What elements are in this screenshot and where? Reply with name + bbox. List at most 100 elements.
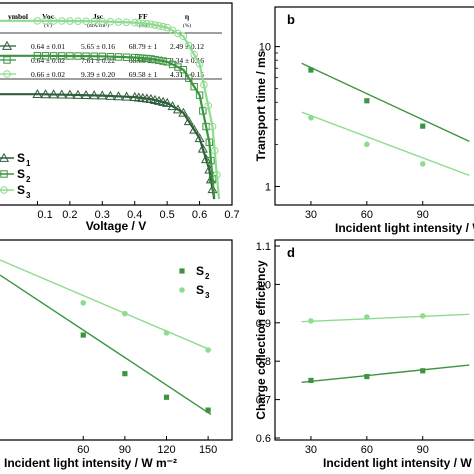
x-axis-label: Incident light intensity / W m⁻² xyxy=(323,456,474,470)
data-point-s1 xyxy=(183,116,194,126)
data-point-s3 xyxy=(57,17,66,25)
data-point-s2 xyxy=(143,54,151,63)
x-tick-label: 0.3 xyxy=(95,209,110,221)
table-row-marker-sample xyxy=(1,40,13,50)
data-point-s2 xyxy=(58,52,66,60)
legend-label-sub: 1 xyxy=(26,159,31,168)
data-point-s1 xyxy=(89,90,100,100)
data-point-s2 xyxy=(147,55,155,63)
data-point-s2 xyxy=(131,53,139,62)
data-point-s2 xyxy=(98,52,106,61)
data-point-s3 xyxy=(308,114,314,121)
panel-d: d 1.1 1.0 0.9 0.8 0.7 0.6 30 60 90 Charge collecti… xyxy=(254,239,474,470)
data-point-s1 xyxy=(40,89,51,99)
data-point-s1 xyxy=(48,89,59,99)
legend-label: S xyxy=(196,264,204,278)
x-tick-label: 60 xyxy=(361,209,373,221)
data-point-s2 xyxy=(199,107,207,115)
data-point-s3 xyxy=(66,17,74,25)
data-point-s2 xyxy=(190,82,198,91)
y-tick-label: 0.6 xyxy=(256,433,271,445)
x-axis-label: Voltage / V xyxy=(86,219,146,233)
legend-label: S xyxy=(17,167,25,181)
data-point-s2 xyxy=(208,175,217,183)
legend-marker xyxy=(0,152,10,162)
data-point-s1 xyxy=(32,88,43,99)
data-point-s3 xyxy=(210,146,219,155)
table-cell: 0.66 ± 0.02 xyxy=(31,70,65,79)
fit-line-s3 xyxy=(301,313,470,323)
data-point-s2 xyxy=(205,407,211,413)
data-point-s2 xyxy=(80,332,86,338)
fit-line-s3 xyxy=(301,111,470,177)
data-point-s3 xyxy=(308,318,314,324)
x-tick-label: 0.5 xyxy=(159,209,174,221)
data-point-s2 xyxy=(168,60,177,69)
table-cell: 7.61 ± 0.22 xyxy=(81,56,115,65)
data-point-s1 xyxy=(72,89,84,99)
data-point-s1 xyxy=(167,101,178,111)
data-point-s2 xyxy=(122,53,131,61)
data-point-s2 xyxy=(155,56,163,65)
table-column-unit: (%) xyxy=(183,22,191,29)
x-tick-label: 90 xyxy=(119,444,131,456)
table-column-unit: (V) xyxy=(44,22,52,29)
x-tick-label: 150 xyxy=(199,444,217,456)
data-point-s1 xyxy=(56,89,67,99)
data-point-s3 xyxy=(204,101,213,110)
data-point-s1 xyxy=(97,90,108,100)
data-point-s3 xyxy=(106,17,115,26)
data-point-s3 xyxy=(114,18,123,26)
x-tick-label: 60 xyxy=(77,444,89,456)
table-row-marker-sample xyxy=(3,70,11,78)
legend-label: S xyxy=(196,283,204,297)
data-point-s3 xyxy=(122,18,131,27)
data-point-s2 xyxy=(185,74,193,82)
legend-marker xyxy=(179,287,185,293)
x-tick-label: 60 xyxy=(361,444,373,456)
data-point-s2 xyxy=(159,57,167,65)
data-point-s2 xyxy=(74,52,82,60)
data-point-s3 xyxy=(419,313,426,319)
data-point-s1 xyxy=(194,133,205,143)
data-point-s2 xyxy=(420,123,426,129)
data-point-s3 xyxy=(98,17,107,26)
fit-line-s2 xyxy=(301,364,470,384)
data-point-s1 xyxy=(189,124,200,134)
data-point-s3 xyxy=(208,122,217,131)
data-point-s3 xyxy=(139,19,147,28)
x-tick-label: 0.2 xyxy=(62,209,77,221)
data-point-s1 xyxy=(105,90,116,100)
x-tick-label: 0.7 xyxy=(224,209,239,221)
data-point-s2 xyxy=(308,67,314,73)
y-axis-label: Transport time / ms xyxy=(254,50,268,161)
table-cell: 69.58 ± 1 xyxy=(129,70,158,79)
data-point-s2 xyxy=(139,54,147,62)
data-point-s2 xyxy=(174,63,182,71)
data-point-s3 xyxy=(130,18,139,27)
x-axis-label: Incident light intensity / W m⁻² xyxy=(335,221,474,235)
data-point-s2 xyxy=(66,52,74,60)
table-cell: 3.34 ± 0.16 xyxy=(170,56,204,65)
legend-label-sub: 2 xyxy=(26,175,31,184)
data-point-s1 xyxy=(178,107,189,117)
plot-frame xyxy=(274,239,474,441)
table-column-header: ymbol xyxy=(8,12,28,21)
data-point-s2 xyxy=(420,368,426,374)
fit-line-s2 xyxy=(0,274,212,415)
table-column-unit: (%) xyxy=(139,22,147,29)
data-point-s2 xyxy=(41,52,50,60)
data-point-s2 xyxy=(163,58,171,66)
table-cell: 2.49 ± 0.12 xyxy=(170,42,204,51)
data-point-s3 xyxy=(82,17,90,26)
data-point-s3 xyxy=(155,22,163,30)
x-tick-label: 30 xyxy=(305,209,317,221)
data-point-s3 xyxy=(80,300,87,306)
table-cell: 0.64 ± 0.01 xyxy=(31,42,65,51)
data-point-s3 xyxy=(364,314,370,320)
legend-marker xyxy=(0,170,8,178)
data-point-s3 xyxy=(74,17,82,25)
data-point-s2 xyxy=(364,98,370,104)
data-point-s1 xyxy=(207,184,218,194)
